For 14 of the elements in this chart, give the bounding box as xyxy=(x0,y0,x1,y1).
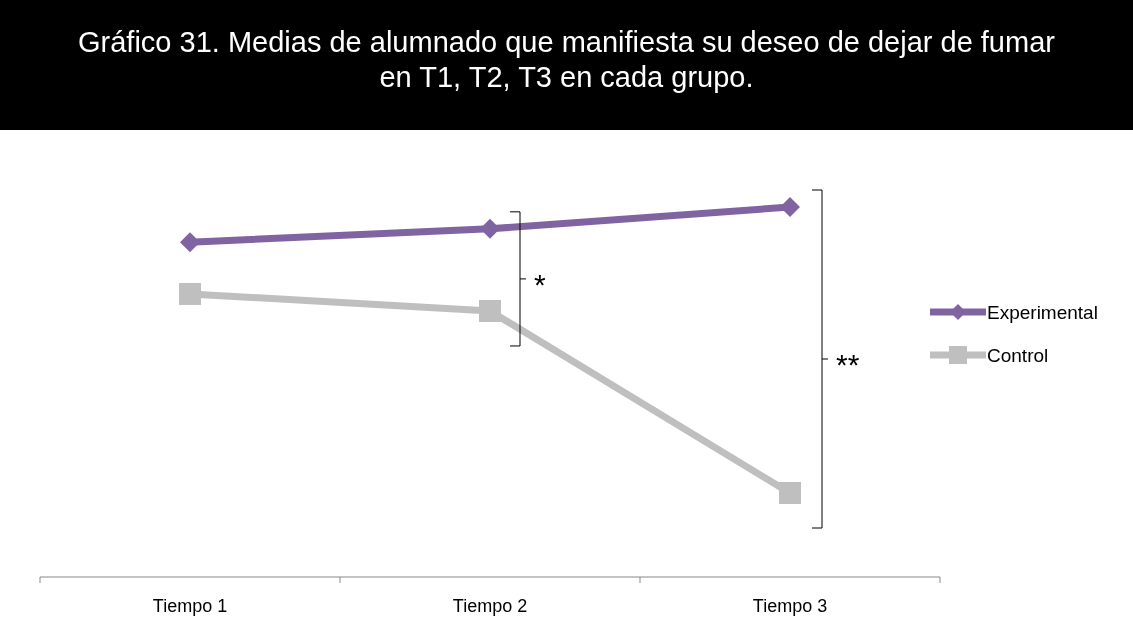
point xyxy=(780,197,800,217)
legend-label: Control xyxy=(987,345,1049,366)
annotation: ** xyxy=(836,348,860,382)
point xyxy=(479,299,501,322)
point xyxy=(480,218,500,239)
x-tick-label: Tiempo 2 xyxy=(452,596,528,616)
x-tick-label: Tiempo 3 xyxy=(752,596,828,616)
x-tick-label: Tiempo 1 xyxy=(152,596,228,616)
annotation: * xyxy=(534,267,546,301)
chart-title: Gráfico 31. Medias de alumnado que manifiesta su deseo de dejar de fumar en T1, T2, T3 en cada grupo. xyxy=(78,26,1056,93)
legend-label: Experimental xyxy=(987,302,1098,323)
point xyxy=(179,282,201,305)
point xyxy=(779,482,801,505)
point xyxy=(180,232,200,253)
